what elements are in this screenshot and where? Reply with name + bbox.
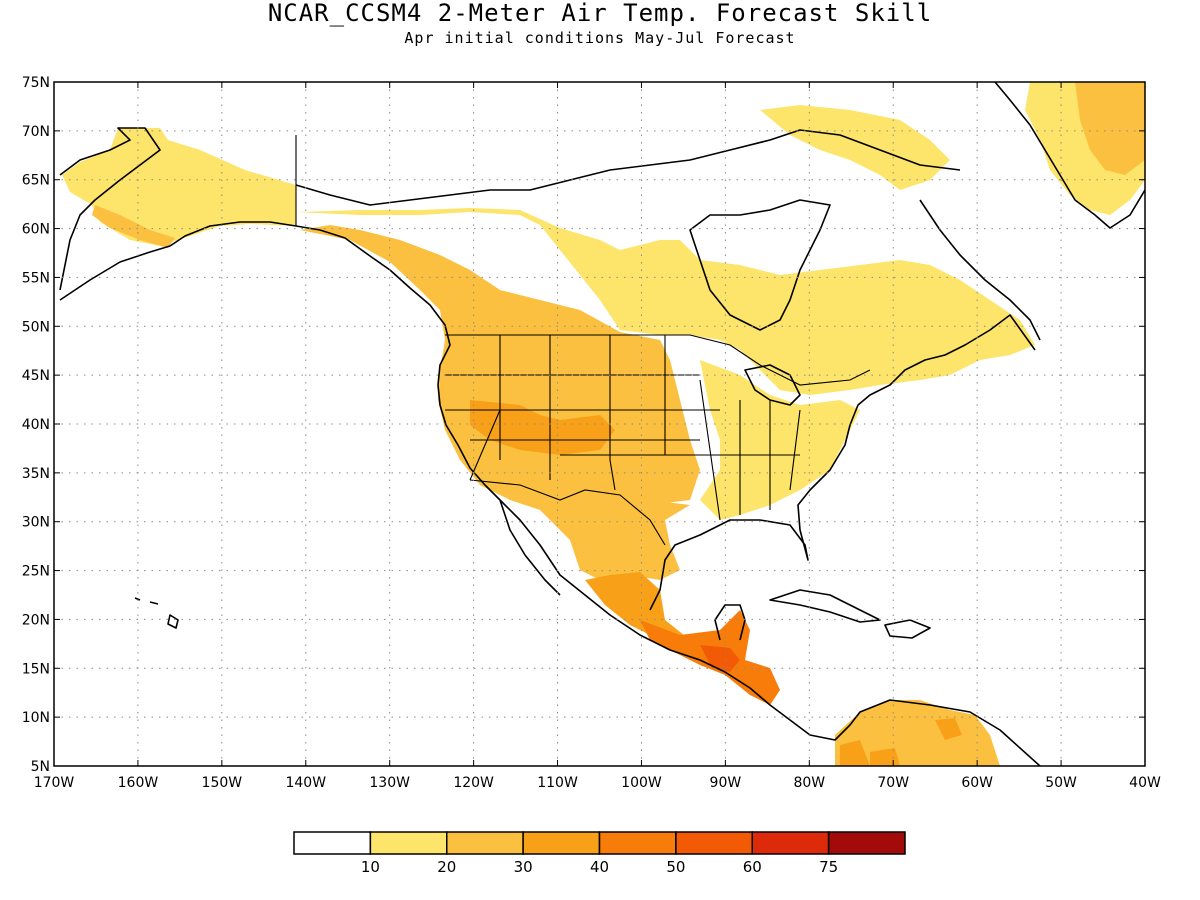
skill-region-guatemala	[700, 645, 740, 672]
cuba-coastline	[769, 589, 881, 623]
axis-ticks	[53, 81, 1146, 767]
latitude-labels: 75N 70N 65N 60N 55N 50N 45N 40N 35N 30N 25N 20N 15N 1…	[22, 75, 50, 775]
lon-tick-label: 50W	[1045, 775, 1077, 791]
lat-tick-label: 20N	[22, 612, 50, 628]
chart-title: NCAR_CCSM4 2-Meter Air Temp. Forecast Sk…	[267, 0, 933, 27]
lon-tick-label: 100W	[621, 775, 662, 791]
lat-tick-label: 30N	[22, 515, 50, 531]
colorbar-swatch	[675, 831, 753, 855]
lon-tick-label: 80W	[793, 775, 825, 791]
colorbar-label: 60	[743, 858, 762, 876]
lon-tick-label: 110W	[537, 775, 578, 791]
skill-region-south-america	[835, 700, 1000, 766]
colorbar-label: 40	[590, 858, 609, 876]
lon-tick-label: 120W	[453, 775, 494, 791]
yucatan-coastline	[714, 604, 746, 641]
lat-tick-label: 50N	[22, 319, 50, 335]
lon-tick-label: 60W	[961, 775, 993, 791]
lat-tick-label: 65N	[22, 173, 50, 189]
longitude-labels: 170W 160W 150W 140W 130W 120W 110W 100W 90W 80W 70…	[34, 775, 1161, 791]
colorbar-label: 75	[819, 858, 838, 876]
skill-region-venezuela	[840, 718, 962, 766]
political-borders	[295, 135, 871, 546]
gulf-coastline	[649, 314, 1036, 611]
colorbar-swatch	[827, 831, 906, 855]
lon-tick-label: 40W	[1129, 775, 1161, 791]
hawaii-coastline	[134, 597, 179, 629]
lat-tick-label: 40N	[22, 417, 50, 433]
baja-coastline	[499, 499, 561, 596]
lat-tick-label: 60N	[22, 222, 50, 238]
arctic-coastline	[295, 129, 961, 206]
north-america-coastline	[59, 221, 1041, 766]
lon-tick-label: 150W	[202, 775, 243, 791]
colorbar-label: 10	[361, 858, 380, 876]
lon-tick-label: 70W	[877, 775, 909, 791]
lat-tick-label: 45N	[22, 368, 50, 384]
colorbar: 10 20 30 40 50 60 75	[293, 831, 906, 876]
hudson-bay-coastline	[689, 199, 831, 331]
lon-tick-label: 140W	[285, 775, 326, 791]
greenland-coastline	[994, 82, 1145, 229]
colorbar-label: 20	[437, 858, 456, 876]
colorbar-swatch	[598, 831, 677, 855]
lat-tick-label: 15N	[22, 661, 50, 677]
great-lakes-outline	[744, 364, 801, 406]
colorbar-label: 30	[514, 858, 533, 876]
us-canada-border	[445, 334, 871, 386]
lon-tick-label: 160W	[118, 775, 159, 791]
skill-region-western-canada	[296, 208, 700, 335]
labrador-coastline	[919, 199, 1041, 341]
lat-tick-label: 55N	[22, 270, 50, 286]
lat-tick-label: 10N	[22, 710, 50, 726]
lat-tick-label: 75N	[22, 75, 50, 91]
lat-tick-label: 70N	[22, 124, 50, 140]
skill-region-greenland-core	[1075, 82, 1145, 175]
lon-tick-label: 170W	[34, 775, 75, 791]
lat-tick-label: 5N	[31, 759, 50, 775]
lat-tick-label: 35N	[22, 466, 50, 482]
skill-region-arctic-islands	[760, 105, 950, 190]
alaska-west-coastline	[59, 127, 161, 291]
skill-region-colorado-core	[470, 400, 615, 455]
coastline-layer	[59, 82, 1145, 766]
colorbar-label: 50	[666, 858, 685, 876]
colorbar-swatch	[446, 831, 524, 855]
colorbar-swatch	[369, 831, 448, 855]
lon-tick-label: 90W	[710, 775, 742, 791]
us-mexico-border	[469, 479, 666, 546]
colorbar-swatch	[522, 831, 601, 855]
skill-region-texas-mexico	[540, 498, 690, 580]
map-gridlines	[54, 82, 1145, 766]
hispaniola-coastline	[884, 619, 931, 639]
lat-tick-label: 25N	[22, 564, 50, 580]
colorbar-swatch	[751, 831, 830, 855]
lon-tick-label: 130W	[369, 775, 410, 791]
skill-region-alaska-coast	[92, 205, 175, 248]
chart-subtitle: Apr initial conditions May-Jul Forecast	[404, 29, 796, 47]
colorbar-swatch	[293, 831, 372, 855]
skill-region-southern-mexico	[585, 572, 740, 660]
